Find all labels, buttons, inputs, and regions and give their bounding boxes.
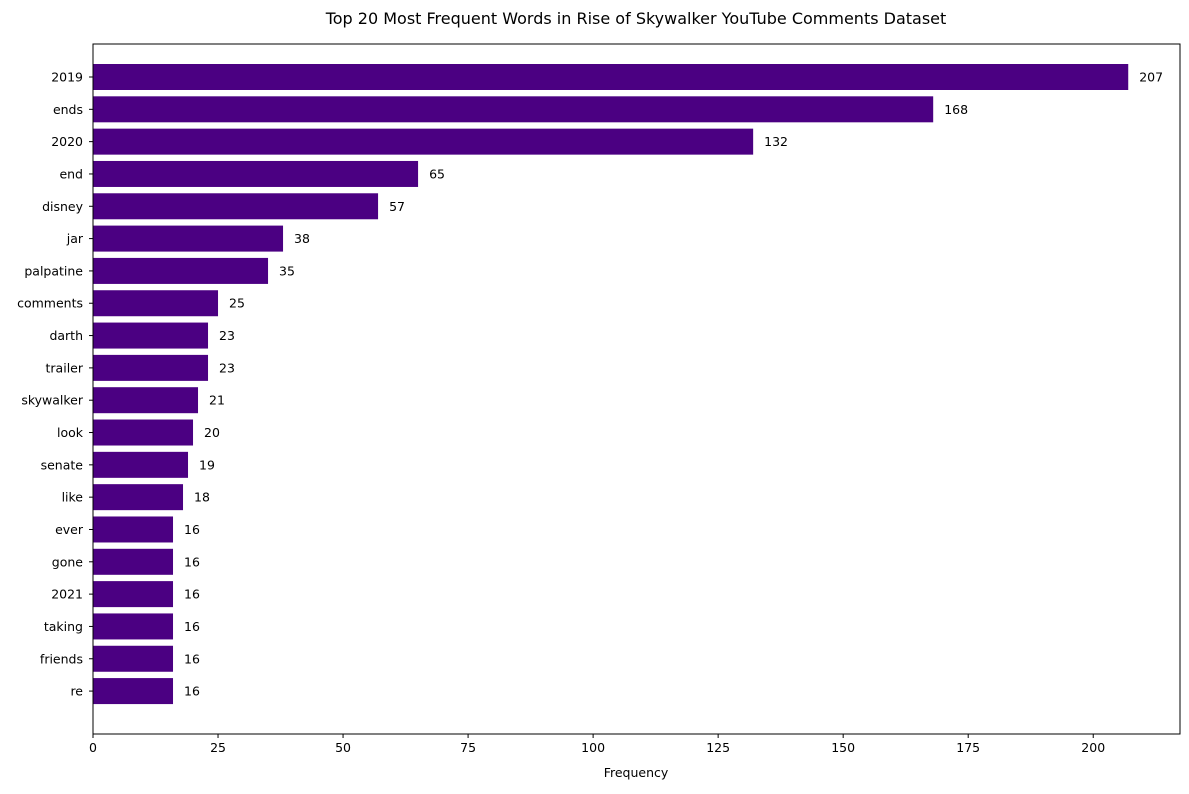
data-label-jar: 38 [294, 231, 310, 246]
bar-senate [93, 451, 189, 478]
bar-taking [93, 613, 174, 640]
data-label-2021: 16 [184, 587, 200, 602]
bar-trailer [93, 354, 209, 381]
x-tick-label: 50 [335, 740, 351, 755]
y-tick-label-comments: comments [17, 296, 83, 311]
data-label-skywalker: 21 [209, 393, 225, 408]
y-tick-label-2020: 2020 [51, 134, 83, 149]
y-tick-label-senate: senate [41, 457, 84, 472]
data-label-re: 16 [184, 684, 200, 699]
data-label-darth: 23 [219, 328, 235, 343]
bar-end [93, 160, 419, 187]
bar-disney [93, 193, 379, 220]
data-label-2020: 132 [764, 134, 788, 149]
y-tick-label-2021: 2021 [51, 587, 83, 602]
bar-2021 [93, 581, 174, 608]
y-tick-label-darth: darth [49, 328, 83, 343]
data-label-comments: 25 [229, 296, 245, 311]
bar-darth [93, 322, 209, 349]
data-label-gone: 16 [184, 554, 200, 569]
x-tick-label: 150 [831, 740, 855, 755]
x-tick-label: 100 [581, 740, 605, 755]
y-tick-label-like: like [62, 490, 84, 505]
bar-2019 [93, 64, 1129, 90]
data-label-taking: 16 [184, 619, 200, 634]
x-tick-label: 125 [706, 740, 730, 755]
y-tick-label-disney: disney [42, 199, 84, 214]
data-label-ever: 16 [184, 522, 200, 537]
y-tick-label-look: look [57, 425, 84, 440]
data-label-look: 20 [204, 425, 220, 440]
bar-ever [93, 516, 174, 543]
x-tick-label: 75 [460, 740, 476, 755]
data-label-friends: 16 [184, 651, 200, 666]
bar-ends [93, 96, 934, 123]
y-tick-label-jar: jar [66, 231, 84, 246]
data-label-senate: 19 [199, 457, 215, 472]
y-tick-label-re: re [70, 684, 83, 699]
y-tick-label-skywalker: skywalker [21, 393, 84, 408]
bar-like [93, 484, 184, 511]
bar-gone [93, 548, 174, 575]
x-tick-label: 25 [210, 740, 226, 755]
data-label-disney: 57 [389, 199, 405, 214]
y-tick-label-ends: ends [53, 102, 83, 117]
bar-look [93, 419, 194, 446]
y-tick-label-palpatine: palpatine [24, 263, 83, 278]
bar-friends [93, 645, 174, 672]
chart-title: Top 20 Most Frequent Words in Rise of Sk… [325, 9, 947, 28]
y-tick-label-2019: 2019 [51, 70, 83, 85]
x-tick-label: 0 [89, 740, 97, 755]
data-label-like: 18 [194, 490, 210, 505]
bar-jar [93, 225, 284, 252]
y-tick-label-end: end [59, 166, 83, 181]
y-tick-label-gone: gone [52, 554, 84, 569]
y-tick-label-taking: taking [44, 619, 83, 634]
data-label-2019: 207 [1139, 70, 1163, 85]
x-tick-label: 175 [956, 740, 980, 755]
data-label-ends: 168 [944, 102, 968, 117]
bar-comments [93, 290, 219, 317]
y-tick-label-ever: ever [55, 522, 84, 537]
bar-re [93, 678, 174, 705]
bar-skywalker [93, 387, 199, 414]
bar-2020 [93, 128, 754, 155]
x-tick-label: 200 [1081, 740, 1105, 755]
y-tick-label-trailer: trailer [46, 360, 84, 375]
data-label-palpatine: 35 [279, 263, 295, 278]
bar-palpatine [93, 257, 269, 284]
data-label-end: 65 [429, 166, 445, 181]
y-tick-label-friends: friends [40, 651, 83, 666]
data-label-trailer: 23 [219, 360, 235, 375]
plot-frame [92, 43, 1181, 735]
x-axis-label: Frequency [604, 765, 669, 780]
